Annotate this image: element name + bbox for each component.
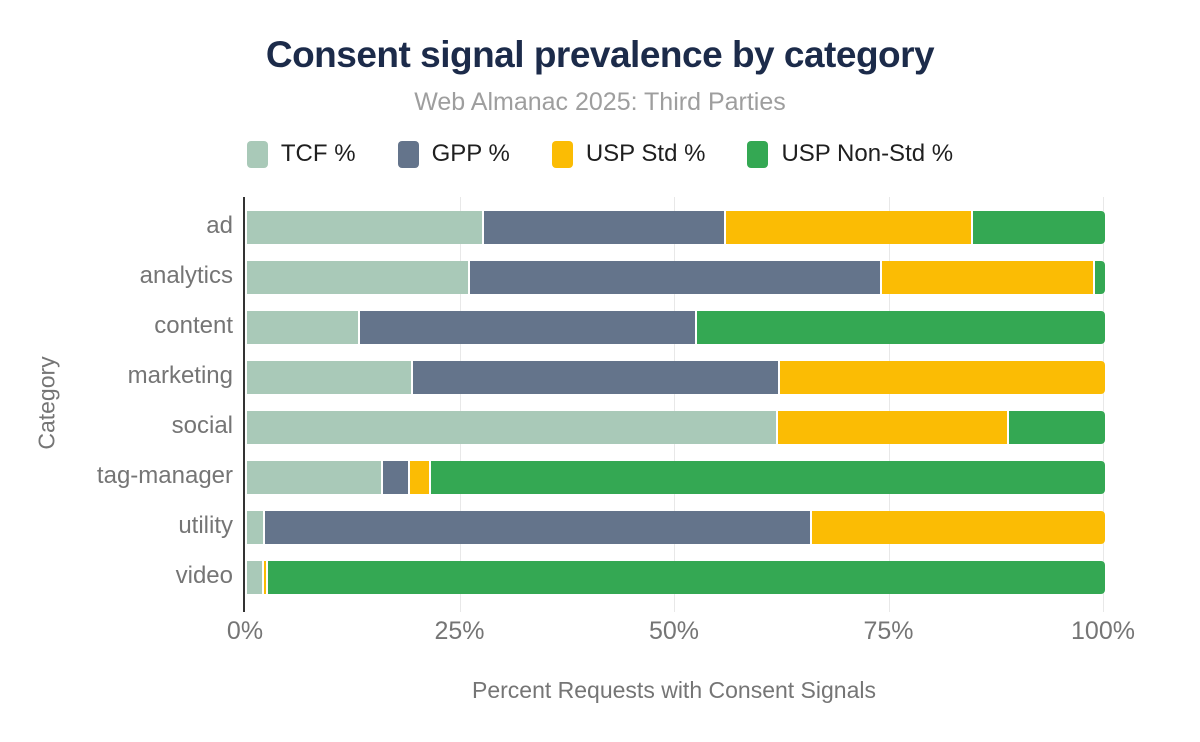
stacked-bar-content — [247, 311, 1105, 344]
legend: TCF % GPP % USP Std % USP Non-Std % — [0, 140, 1200, 168]
x-axis-title: Percent Requests with Consent Signals — [472, 677, 876, 703]
x-tick-label-50: 50% — [648, 617, 700, 645]
bar-segment-usp-std-utility — [811, 511, 1105, 544]
bar-row-analytics: analytics — [140, 253, 1105, 303]
bar-segment-tcf-tag-manager — [247, 461, 383, 494]
bar-segment-tcf-ad — [247, 211, 484, 244]
bar-row-marketing: marketing — [128, 353, 1105, 403]
legend-swatch-icon — [397, 140, 419, 168]
legend-label: TCF % — [280, 140, 356, 167]
category-label-content: content — [154, 312, 233, 339]
bar-segment-tcf-social — [247, 411, 779, 444]
gridline-50 — [674, 197, 675, 612]
plot-area: ad analytics content marketing social tag-man… — [97, 197, 1135, 703]
legend-item-usp-non-std: USP Non-Std % — [747, 140, 953, 168]
chart-subtitle: Web Almanac 2025: Third Parties — [414, 88, 786, 116]
category-label-utility: utility — [178, 512, 233, 539]
bar-segment-gpp-content — [360, 311, 697, 344]
legend-item-tcf: TCF % — [246, 140, 356, 168]
bar-segment-usp-std-tag-manager — [410, 461, 431, 494]
gridline-100 — [1103, 197, 1104, 612]
stacked-bar-analytics — [247, 261, 1105, 294]
bar-row-tag-manager: tag-manager — [97, 453, 1105, 503]
x-tick-label-0: 0% — [226, 617, 264, 645]
category-label-ad: ad — [206, 212, 233, 239]
bar-segment-tcf-utility — [247, 511, 266, 544]
stacked-bar-video — [247, 561, 1105, 594]
legend-swatch-icon — [246, 140, 268, 168]
legend-label: GPP % — [431, 140, 510, 167]
bar-segment-tcf-marketing — [247, 361, 413, 394]
legend-label: USP Std % — [585, 140, 706, 167]
gridline-75 — [888, 197, 890, 612]
bar-segment-usp-std-video — [264, 561, 268, 594]
x-tick-label-100: 100% — [1071, 617, 1135, 645]
bar-segment-usp-std-analytics — [881, 261, 1095, 294]
y-axis-line — [243, 197, 245, 612]
legend-swatch-icon — [747, 140, 769, 168]
bar-segment-usp-non-std-social — [1008, 411, 1105, 444]
legend-swatch-icon — [551, 140, 573, 168]
bar-row-social: social — [172, 403, 1105, 453]
category-label-social: social — [171, 412, 233, 439]
bar-rows: ad analytics content marketing social tag-man… — [97, 203, 1105, 603]
bar-segment-usp-non-std-content — [696, 311, 1105, 344]
x-tick-label-75: 75% — [863, 617, 914, 645]
bar-segment-usp-non-std-tag-manager — [430, 461, 1105, 494]
legend-label: USP Non-Std % — [781, 140, 954, 167]
stacked-bar-ad — [247, 211, 1105, 244]
bar-segment-usp-std-marketing — [779, 361, 1105, 394]
bar-segment-gpp-ad — [483, 211, 726, 244]
bar-segment-usp-non-std-ad — [972, 211, 1105, 244]
gridline-25 — [459, 197, 461, 612]
bar-segment-tcf-content — [247, 311, 361, 344]
stacked-bar-social — [247, 411, 1105, 444]
stacked-bar-utility — [247, 511, 1105, 544]
category-label-analytics: analytics — [139, 262, 233, 289]
category-label-marketing: marketing — [127, 362, 233, 389]
category-label-video: video — [175, 562, 233, 589]
legend-item-gpp: GPP % — [397, 140, 510, 168]
bar-segment-usp-std-social — [778, 411, 1009, 444]
bar-row-video: video — [176, 553, 1105, 603]
bar-segment-usp-std-ad — [725, 211, 973, 244]
x-tick-label-25: 25% — [434, 617, 485, 645]
bar-segment-gpp-marketing — [412, 361, 780, 394]
bar-row-utility: utility — [178, 503, 1105, 553]
stacked-bar-tag-manager — [247, 461, 1105, 494]
stacked-bar-marketing — [247, 361, 1105, 394]
bar-segment-usp-non-std-video — [267, 561, 1105, 594]
bar-segment-tcf-video — [247, 561, 265, 594]
legend-item-usp-std: USP Std % — [551, 140, 706, 168]
chart-title: Consent signal prevalence by category — [265, 34, 935, 75]
bar-row-content: content — [154, 303, 1105, 353]
bar-row-ad: ad — [206, 203, 1105, 253]
bar-segment-gpp-tag-manager — [382, 461, 411, 494]
category-label-tag-manager: tag-manager — [96, 462, 233, 489]
bar-segment-gpp-utility — [265, 511, 812, 544]
bar-segment-gpp-analytics — [470, 261, 882, 294]
bar-segment-tcf-analytics — [247, 261, 471, 294]
bar-segment-usp-non-std-analytics — [1094, 261, 1105, 294]
